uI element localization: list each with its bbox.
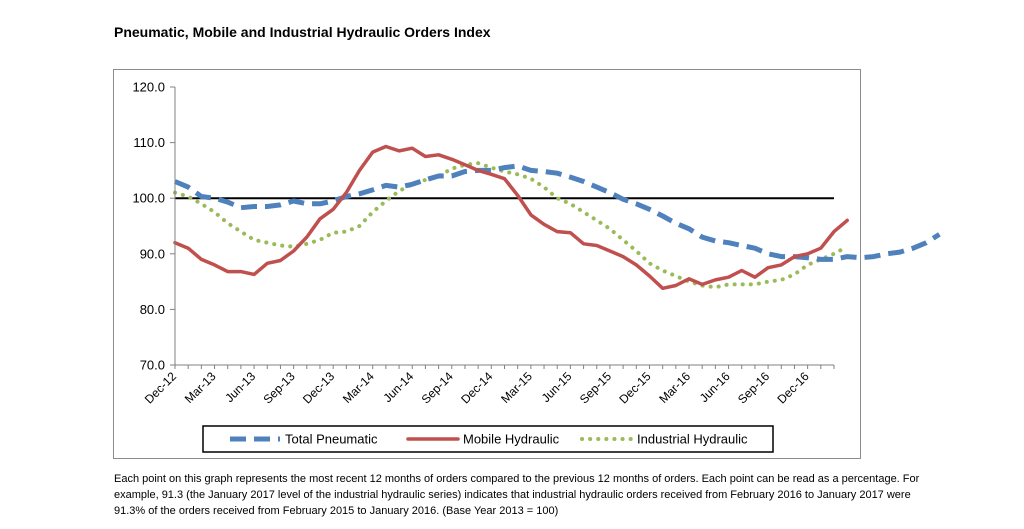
x-tick-label: Dec-13 <box>300 369 337 406</box>
legend: Total Pneumatic Mobile Hydraulic Industria… <box>202 425 774 453</box>
y-tick-label: 70.0 <box>140 358 165 373</box>
x-tick-label: Dec-14 <box>458 369 495 406</box>
x-tick-label: Mar-16 <box>656 369 693 406</box>
x-tick-label: Dec-12 <box>142 369 179 406</box>
x-tick-label: Sep-16 <box>735 369 772 406</box>
x-tick-label: Sep-15 <box>577 369 614 406</box>
y-tick-label: 80.0 <box>140 302 165 317</box>
x-tick-label: Dec-16 <box>775 369 812 406</box>
x-tick-label: Dec-15 <box>616 369 653 406</box>
legend-label: Industrial Hydraulic <box>637 432 748 447</box>
x-tick-label: Sep-14 <box>419 369 456 406</box>
legend-label: Total Pneumatic <box>285 432 378 447</box>
series-lines <box>173 144 941 291</box>
x-tick-label: Jun-14 <box>381 369 417 405</box>
x-tick-label: Sep-13 <box>260 369 297 406</box>
legend-box <box>202 425 774 453</box>
x-tick-label: Jun-13 <box>222 369 258 405</box>
x-tick-label: Mar-13 <box>182 369 219 406</box>
x-tick-label: Jun-16 <box>697 369 733 405</box>
y-tick-label: 120.0 <box>132 80 165 95</box>
x-tick-label: Jun-15 <box>539 369 575 405</box>
chart-title: Pneumatic, Mobile and Industrial Hydraul… <box>114 24 491 40</box>
chart-area-border <box>113 69 861 459</box>
series-line-total-pneumatic <box>174 163 941 262</box>
legend-label: Mobile Hydraulic <box>463 432 560 447</box>
y-tick-label: 110.0 <box>133 135 165 150</box>
series-line-industrial-hydraulic <box>173 161 850 290</box>
y-tick-label: 100.0 <box>132 191 165 206</box>
x-tick-label: Mar-14 <box>340 369 377 406</box>
chart-caption: Each point on this graph represents the … <box>114 473 920 517</box>
series-line-mobile-hydraulic <box>173 144 849 291</box>
y-tick-label: 90.0 <box>140 246 165 261</box>
x-tick-label: Mar-15 <box>498 369 535 406</box>
